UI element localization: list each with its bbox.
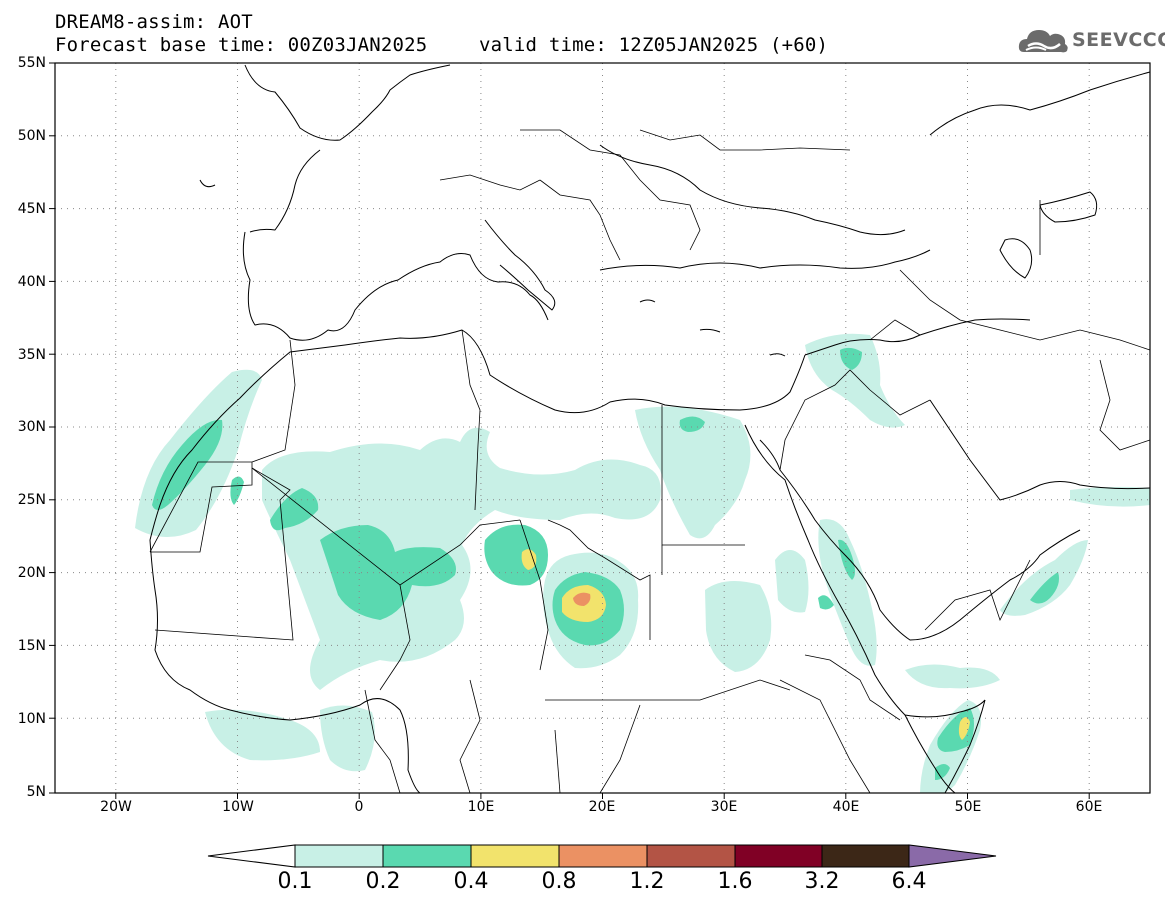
lon-label: 10E: [467, 799, 495, 815]
seevccc-logo: SEEVCCC: [1016, 22, 1165, 58]
lon-label: 30E: [710, 799, 738, 815]
logo-text: SEEVCCC: [1072, 29, 1165, 51]
country-borders: [149, 129, 1150, 793]
lon-label: 50E: [954, 799, 982, 815]
colorbar-label: 0.8: [541, 869, 577, 894]
forecast-base-time: Forecast base time: 00Z03JAN2025: [55, 34, 428, 56]
lat-label: 30N: [17, 419, 46, 435]
colorbar-label: 6.4: [891, 869, 927, 894]
lat-label: 50N: [17, 128, 46, 144]
lat-label: 10N: [17, 711, 46, 727]
colorbar-label: 0.1: [277, 869, 313, 894]
title-line-1: DREAM8-assim: AOT: [55, 11, 253, 33]
lat-label: 25N: [17, 492, 46, 508]
colorbar-label: 1.2: [629, 869, 665, 894]
map-ticks: [49, 62, 1090, 799]
cloud-logo-icon: [1018, 30, 1068, 53]
lon-label: 20E: [588, 799, 616, 815]
lat-label: 15N: [17, 638, 46, 654]
aot-level-0.8: [573, 592, 591, 606]
lat-label: 5N: [26, 784, 46, 800]
lon-label: 0: [354, 799, 364, 815]
map-graticule: [55, 63, 1150, 793]
lon-label: 10W: [222, 799, 254, 815]
colorbar-label: 0.4: [453, 869, 489, 894]
lat-label: 35N: [17, 347, 46, 363]
colorbar-label: 0.2: [365, 869, 401, 894]
colorbar-label: 3.2: [804, 869, 840, 894]
lon-label: 20W: [100, 799, 132, 815]
lat-label: 20N: [17, 565, 46, 581]
colorbar-label: 1.6: [717, 869, 753, 894]
lat-label: 45N: [17, 201, 46, 217]
aot-level-0.1: [135, 333, 1150, 793]
lon-label: 40E: [832, 799, 860, 815]
lat-label: 40N: [17, 274, 46, 290]
valid-time: valid time: 12Z05JAN2025 (+60): [479, 34, 829, 56]
title-line-2: Forecast base time: 00Z03JAN2025 valid ti…: [55, 34, 828, 56]
lat-label: 55N: [17, 55, 46, 71]
lon-label: 60E: [1075, 799, 1103, 815]
